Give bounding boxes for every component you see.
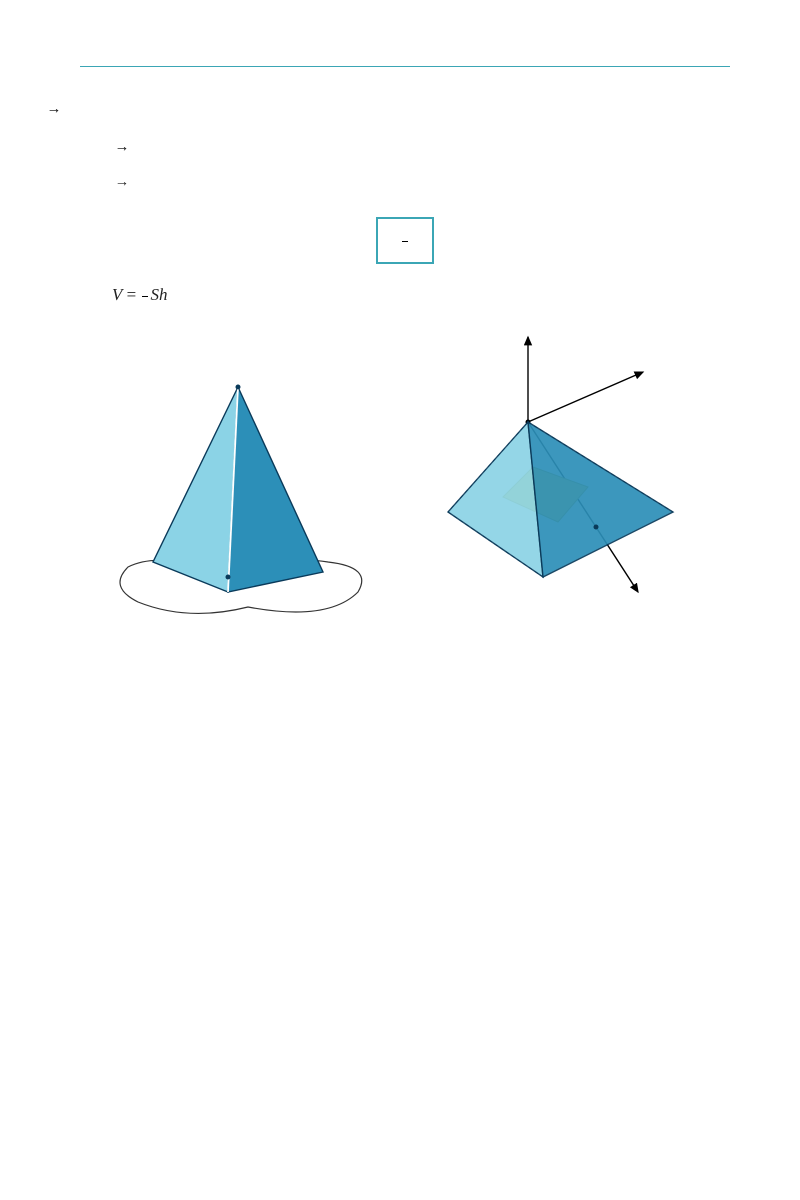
page: V = Sh [0, 0, 800, 1200]
figure-15-2 [413, 327, 713, 640]
exercise-14-41-q2 [80, 164, 730, 189]
formula-fraction [402, 240, 408, 243]
pyramid-svg-2 [413, 327, 713, 627]
running-header [80, 60, 730, 67]
exercise-14-41-q1 [80, 130, 730, 155]
figure-15-1 [98, 347, 378, 640]
proof-para-1: V = Sh [80, 282, 730, 308]
formula-box [376, 217, 434, 264]
pyramid-svg-1 [98, 347, 378, 627]
figures-row [80, 327, 730, 640]
exercise-14-41 [80, 91, 730, 116]
